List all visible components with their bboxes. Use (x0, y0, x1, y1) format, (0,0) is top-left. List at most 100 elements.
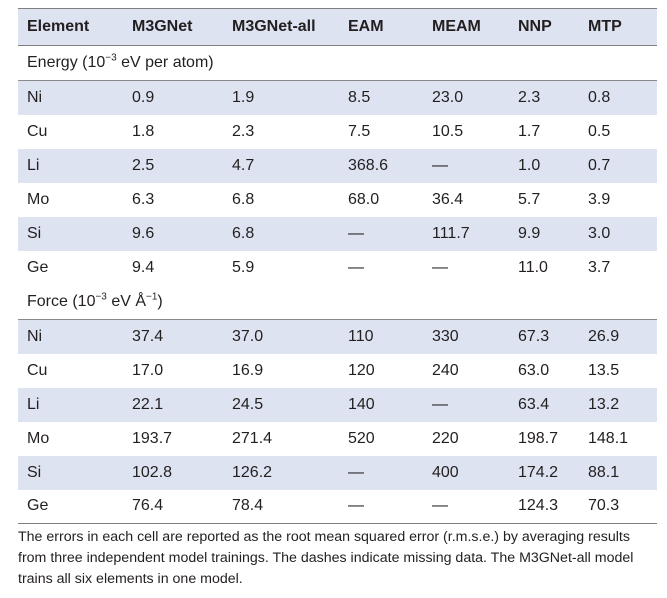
cell-m3gnet-all: 37.0 (223, 319, 339, 354)
table-row: Si 9.6 6.8—111.7 9.9 3.0 (18, 216, 657, 251)
cell-m3gnet-all: 5.9 (223, 250, 339, 285)
table-row: Ni 37.4 37.0 110 330 67.3 26.9 (18, 319, 657, 354)
cell-eam: 110 (339, 319, 423, 354)
cell-m3gnet: 0.9 (123, 80, 223, 115)
cell-nnp: 63.4 (509, 387, 579, 422)
cell-m3gnet: 9.6 (123, 216, 223, 251)
table-body: Energy (10−3 eV per atom) Ni 0.9 1.9 8.5 23.… (18, 45, 657, 524)
section-row-energy: Energy (10−3 eV per atom) (18, 45, 657, 81)
cell-eam: — (339, 455, 423, 490)
cell-m3gnet-all: 78.4 (223, 489, 339, 524)
table-row: Ge 76.4 78.4— —124.3 70.3 (18, 489, 657, 524)
cell-mtp: 0.7 (579, 148, 657, 183)
cell-nnp: 174.2 (509, 455, 579, 490)
cell-meam: 330 (423, 319, 509, 354)
section-row-force: Force (10−3 eV Å−1) (18, 284, 657, 320)
cell-m3gnet-all: 6.8 (223, 216, 339, 251)
cell-mtp: 3.0 (579, 216, 657, 251)
cell-m3gnet: 17.0 (123, 353, 223, 388)
cell-m3gnet-all: 16.9 (223, 353, 339, 388)
cell-m3gnet: 193.7 (123, 421, 223, 456)
table-row: Li 2.5 4.7 368.6—1.0 0.7 (18, 148, 657, 183)
cell-meam: 111.7 (423, 216, 509, 251)
cell-meam: 10.5 (423, 114, 509, 149)
cell-nnp: 124.3 (509, 489, 579, 524)
table-row: Ni 0.9 1.9 8.5 23.0 2.3 0.8 (18, 80, 657, 115)
cell-meam: 36.4 (423, 182, 509, 217)
cell-element: Cu (18, 353, 123, 388)
table-footnote: The errors in each cell are reported as … (18, 529, 634, 587)
cell-element: Si (18, 455, 123, 490)
cell-meam: — (423, 387, 509, 422)
cell-element: Mo (18, 182, 123, 217)
table-row: Mo 6.3 6.8 68.0 36.4 5.7 3.9 (18, 182, 657, 217)
cell-nnp: 1.0 (509, 148, 579, 183)
section-label-energy: Energy (10−3 eV per atom) (18, 45, 657, 81)
cell-mtp: 3.9 (579, 182, 657, 217)
cell-m3gnet: 9.4 (123, 250, 223, 285)
cell-mtp: 88.1 (579, 455, 657, 490)
cell-mtp: 0.8 (579, 80, 657, 115)
header-row: Element M3GNet M3GNet-all EAM MEAM NNP M… (18, 8, 657, 46)
table-row: Cu 1.8 2.3 7.5 10.5 1.7 0.5 (18, 114, 657, 149)
cell-element: Li (18, 387, 123, 422)
cell-m3gnet: 22.1 (123, 387, 223, 422)
cell-m3gnet: 6.3 (123, 182, 223, 217)
cell-element: Li (18, 148, 123, 183)
cell-m3gnet: 37.4 (123, 319, 223, 354)
cell-nnp: 63.0 (509, 353, 579, 388)
cell-mtp: 3.7 (579, 250, 657, 285)
header-m3gnet-all: M3GNet-all (223, 8, 339, 46)
cell-meam: 400 (423, 455, 509, 490)
cell-m3gnet-all: 271.4 (223, 421, 339, 456)
table-row: Li 22.1 24.5 140—63.4 13.2 (18, 387, 657, 422)
cell-mtp: 70.3 (579, 489, 657, 524)
cell-eam: 7.5 (339, 114, 423, 149)
cell-meam: 23.0 (423, 80, 509, 115)
cell-m3gnet: 1.8 (123, 114, 223, 149)
cell-eam: 8.5 (339, 80, 423, 115)
results-table: Element M3GNet M3GNet-all EAM MEAM NNP M… (18, 8, 657, 524)
cell-element: Si (18, 216, 123, 251)
cell-m3gnet-all: 1.9 (223, 80, 339, 115)
table-row: Mo 193.7 271.4 520 220 198.7 148.1 (18, 421, 657, 456)
header-mtp: MTP (579, 8, 657, 46)
cell-meam: — (423, 250, 509, 285)
cell-m3gnet: 76.4 (123, 489, 223, 524)
section-label-force: Force (10−3 eV Å−1) (18, 284, 657, 320)
header-element: Element (18, 8, 123, 46)
cell-nnp: 2.3 (509, 80, 579, 115)
table-row: Cu 17.0 16.9 120 240 63.0 13.5 (18, 353, 657, 388)
cell-m3gnet: 102.8 (123, 455, 223, 490)
cell-m3gnet-all: 2.3 (223, 114, 339, 149)
cell-nnp: 67.3 (509, 319, 579, 354)
header-nnp: NNP (509, 8, 579, 46)
cell-m3gnet-all: 24.5 (223, 387, 339, 422)
cell-element: Mo (18, 421, 123, 456)
table-row: Ge 9.4 5.9— —11.0 3.7 (18, 250, 657, 285)
cell-nnp: 5.7 (509, 182, 579, 217)
cell-mtp: 26.9 (579, 319, 657, 354)
cell-mtp: 0.5 (579, 114, 657, 149)
cell-mtp: 13.2 (579, 387, 657, 422)
cell-mtp: 13.5 (579, 353, 657, 388)
cell-eam: — (339, 216, 423, 251)
header-eam: EAM (339, 8, 423, 46)
cell-m3gnet: 2.5 (123, 148, 223, 183)
cell-eam: 368.6 (339, 148, 423, 183)
cell-eam: 520 (339, 421, 423, 456)
cell-eam: 68.0 (339, 182, 423, 217)
cell-meam: 240 (423, 353, 509, 388)
cell-element: Cu (18, 114, 123, 149)
results-table-container: Element M3GNet M3GNet-all EAM MEAM NNP M… (18, 8, 657, 524)
cell-mtp: 148.1 (579, 421, 657, 456)
cell-nnp: 9.9 (509, 216, 579, 251)
cell-nnp: 1.7 (509, 114, 579, 149)
cell-eam: 120 (339, 353, 423, 388)
cell-element: Ni (18, 319, 123, 354)
cell-eam: 140 (339, 387, 423, 422)
cell-element: Ge (18, 489, 123, 524)
cell-meam: 220 (423, 421, 509, 456)
header-m3gnet: M3GNet (123, 8, 223, 46)
cell-m3gnet-all: 4.7 (223, 148, 339, 183)
